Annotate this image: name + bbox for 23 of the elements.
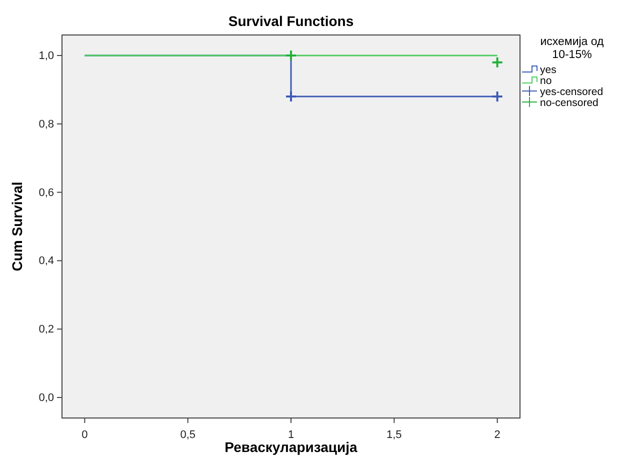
legend-title: исхемија од 10-15%	[540, 36, 604, 61]
chart-title: Survival Functions	[228, 13, 354, 29]
y-axis-title: Cum Survival	[9, 182, 25, 272]
x-tick-label: 0	[82, 429, 88, 442]
x-axis-title: Реваскуларизација	[224, 439, 358, 455]
point	[285, 50, 297, 62]
legend-label: no	[540, 75, 552, 87]
x-tick-label: 0,5	[180, 429, 196, 442]
point	[491, 90, 504, 103]
y-tick-label: 1,0	[38, 50, 54, 62]
y-tick-label: 0,6	[38, 186, 54, 199]
legend-label: no-censored	[540, 97, 599, 109]
x-tick-label: 1	[288, 429, 294, 442]
y-tick-label: 0,4	[38, 255, 54, 268]
y-tick-label: 0,2	[38, 324, 54, 336]
x-tick-label: 2	[494, 429, 500, 442]
y-tick-label: 0,8	[38, 118, 54, 130]
point	[285, 90, 297, 103]
point	[491, 56, 504, 68]
x-tick-label: 1,5	[386, 429, 402, 442]
y-tick-label: 0,0	[38, 392, 54, 404]
legend-label: yes-censored	[540, 86, 604, 98]
legend-label: yes	[540, 64, 556, 76]
